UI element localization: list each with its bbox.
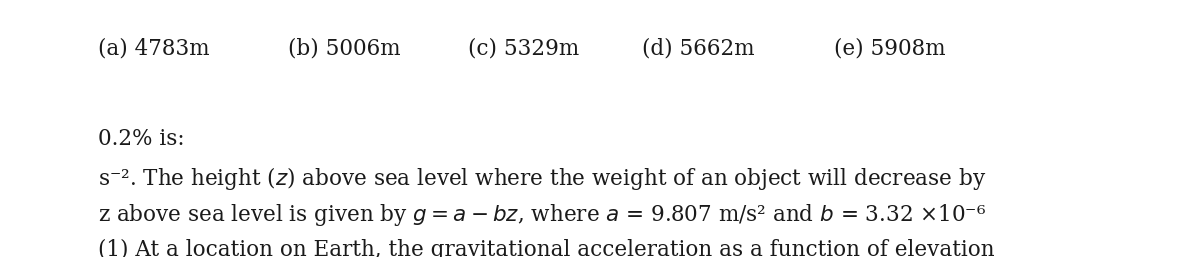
Text: 0.2% is:: 0.2% is: xyxy=(98,128,185,150)
Text: (a) 4783m: (a) 4783m xyxy=(98,37,210,59)
Text: (d) 5662m: (d) 5662m xyxy=(642,37,755,59)
Text: s⁻². The height ($z$) above sea level where the weight of an object will decreas: s⁻². The height ($z$) above sea level wh… xyxy=(98,165,986,192)
Text: (c) 5329m: (c) 5329m xyxy=(468,37,580,59)
Text: (1) At a location on Earth, the gravitational acceleration as a function of elev: (1) At a location on Earth, the gravitat… xyxy=(98,239,995,257)
Text: (b) 5006m: (b) 5006m xyxy=(288,37,401,59)
Text: (e) 5908m: (e) 5908m xyxy=(834,37,946,59)
Text: z above sea level is given by $g = a - bz$, where $a$ = 9.807 m/s² and $b$ = 3.3: z above sea level is given by $g = a - b… xyxy=(98,202,986,228)
